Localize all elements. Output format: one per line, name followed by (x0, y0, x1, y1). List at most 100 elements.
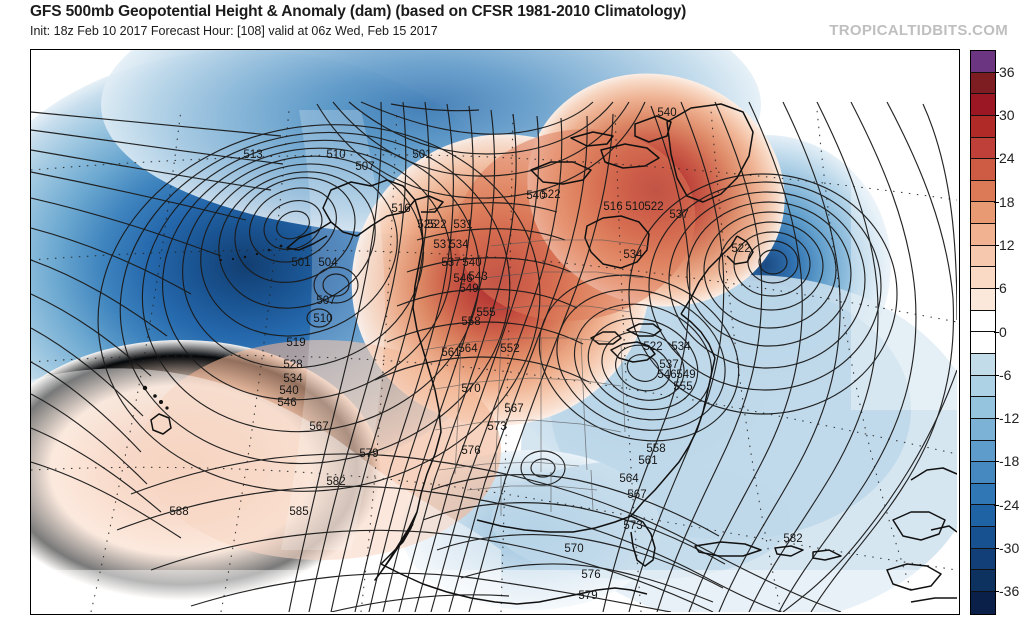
colorbar-tick-label: -6 (999, 366, 1012, 383)
colorbar-swatch (971, 527, 995, 549)
svg-text:540: 540 (526, 190, 545, 202)
page-title: GFS 500mb Geopotential Height & Anomaly … (30, 3, 687, 20)
svg-text:546: 546 (277, 397, 296, 409)
colorbar-swatch (971, 375, 995, 398)
svg-text:567: 567 (627, 489, 646, 501)
colorbar-ticks: 36 30 24 18 12 6 0 -6 -12 -18 -24 -30 -36 (994, 44, 1024, 624)
svg-text:567: 567 (309, 421, 328, 433)
height-contours (31, 101, 957, 612)
colorbar-swatch (971, 592, 995, 614)
svg-text:510: 510 (625, 201, 644, 213)
svg-text:537: 537 (669, 209, 688, 221)
svg-text:510: 510 (326, 149, 345, 161)
colorbar-tick-mark (994, 418, 999, 420)
colorbar-swatch (971, 51, 995, 73)
svg-text:501: 501 (412, 149, 431, 161)
svg-text:549: 549 (676, 369, 695, 381)
svg-text:540: 540 (462, 257, 481, 269)
colorbar-swatch (971, 570, 995, 593)
svg-text:537: 537 (441, 257, 460, 269)
colorbar-swatch (971, 440, 995, 463)
colorbar-tick-mark (994, 71, 999, 73)
svg-text:522: 522 (541, 189, 560, 201)
svg-text:540: 540 (657, 107, 676, 119)
colorbar-swatch (971, 245, 995, 268)
colorbar-tick-label: 24 (999, 150, 1015, 167)
colorbar-swatch (971, 202, 995, 225)
svg-text:561: 561 (441, 347, 460, 359)
colorbar-tick-mark (994, 331, 999, 333)
svg-text:576: 576 (461, 445, 480, 457)
svg-text:501: 501 (291, 257, 310, 269)
svg-text:522: 522 (427, 219, 446, 231)
svg-text:534: 534 (671, 341, 691, 353)
colorbar-swatch (971, 72, 995, 95)
svg-text:576: 576 (581, 569, 600, 581)
svg-text:582: 582 (783, 533, 802, 545)
colorbar-tick-label: 30 (999, 106, 1015, 123)
svg-text:549: 549 (459, 283, 478, 295)
colorbar-tick-mark (994, 374, 999, 376)
colorbar-swatch (971, 353, 995, 376)
colorbar-swatch (971, 418, 995, 441)
svg-text:534: 534 (623, 249, 643, 261)
svg-text:588: 588 (169, 506, 188, 518)
map-header: GFS 500mb Geopotential Height & Anomaly … (0, 0, 1024, 48)
colorbar-tick-label: 0 (999, 323, 1007, 340)
svg-text:585: 585 (289, 506, 308, 518)
svg-text:525: 525 (417, 219, 436, 231)
colorbar-swatch (971, 137, 995, 160)
svg-text:582: 582 (326, 476, 345, 488)
site-watermark: TROPICALTIDBITS.COM (829, 22, 1008, 39)
svg-text:558: 558 (646, 443, 665, 455)
svg-text:567: 567 (504, 403, 523, 415)
map-panel[interactable]: 513 510 507 501 540 537 510 516 522 522 … (30, 49, 960, 615)
colorbar-tick-label: 18 (999, 193, 1015, 210)
colorbar-swatch (971, 483, 995, 506)
colorbar-swatch (971, 310, 995, 333)
svg-text:570: 570 (564, 543, 583, 555)
colorbar-swatch (971, 289, 995, 311)
svg-text:561: 561 (638, 455, 657, 467)
svg-text:528: 528 (283, 359, 302, 371)
svg-text:564: 564 (619, 473, 639, 485)
svg-text:546: 546 (453, 273, 472, 285)
svg-text:570: 570 (461, 383, 480, 395)
svg-text:564: 564 (458, 343, 478, 355)
svg-text:507: 507 (316, 295, 335, 307)
svg-text:573: 573 (623, 520, 642, 532)
svg-text:537: 537 (433, 239, 452, 251)
run-info: Init: 18z Feb 10 2017 Forecast Hour: [10… (30, 24, 438, 38)
svg-text:504: 504 (318, 257, 338, 269)
colorbar-tick-mark (994, 504, 999, 506)
colorbar-swatch (971, 548, 995, 571)
svg-text:522: 522 (731, 243, 750, 255)
svg-text:516: 516 (391, 203, 410, 215)
colorbar-tick-label: 12 (999, 236, 1015, 253)
colorbar-swatch (971, 267, 995, 290)
colorbar-tick-mark (994, 548, 999, 550)
colorbar-swatch (971, 159, 995, 181)
colorbar-tick-mark (994, 244, 999, 246)
svg-text:540: 540 (279, 385, 298, 397)
svg-text:558: 558 (461, 316, 480, 328)
svg-text:543: 543 (468, 271, 487, 283)
colorbar-swatch (971, 224, 995, 246)
svg-text:516: 516 (603, 201, 622, 213)
colorbar-swatch (971, 462, 995, 484)
contour-plot: 513 510 507 501 540 537 510 516 522 522 … (31, 50, 957, 612)
svg-text:579: 579 (578, 590, 597, 602)
contour-labels: 513 510 507 501 540 537 510 516 522 522 … (169, 107, 802, 602)
colorbar-tick-label: -36 (999, 583, 1020, 600)
svg-text:573: 573 (487, 421, 506, 433)
svg-text:537: 537 (659, 359, 678, 371)
colorbar-tick-mark (994, 201, 999, 203)
state-borders (422, 239, 650, 516)
anomaly-colorbar (970, 50, 996, 615)
svg-text:552: 552 (500, 343, 519, 355)
colorbar-swatch (971, 115, 995, 138)
colorbar-tick-label: -24 (999, 496, 1020, 513)
svg-text:513: 513 (243, 149, 262, 161)
svg-text:531: 531 (453, 219, 472, 231)
